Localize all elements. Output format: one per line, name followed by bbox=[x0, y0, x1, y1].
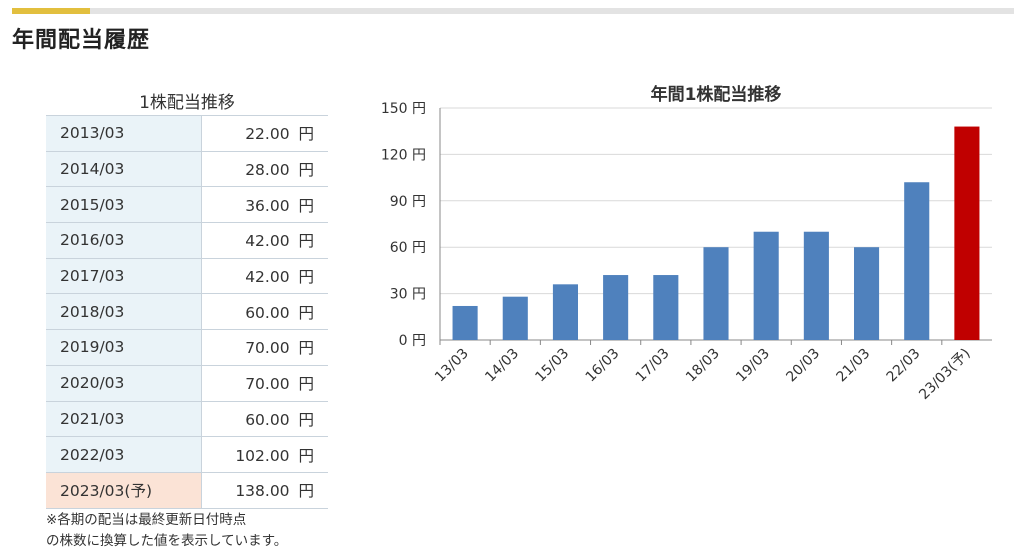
table-row: 2013/03 22.00 円 bbox=[46, 115, 328, 152]
amount-unit: 円 bbox=[293, 375, 314, 394]
y-tick-label: 30 円 bbox=[390, 287, 426, 303]
amount-value: 70.00 bbox=[245, 375, 290, 394]
bar bbox=[703, 247, 729, 340]
amount-unit: 円 bbox=[293, 303, 314, 322]
amount-cell: 70.00 円 bbox=[201, 364, 328, 401]
amount-value: 60.00 bbox=[245, 303, 290, 322]
table-row: 2019/03 70.00 円 bbox=[46, 329, 328, 366]
x-tick-label: 14/03 bbox=[482, 346, 522, 386]
x-tick-label: 16/03 bbox=[583, 346, 623, 386]
period-cell: 2018/03 bbox=[46, 293, 202, 330]
amount-cell: 36.00 円 bbox=[201, 186, 328, 223]
amount-value: 28.00 bbox=[245, 161, 290, 180]
x-tick-label: 17/03 bbox=[633, 346, 673, 386]
x-tick-label: 19/03 bbox=[733, 346, 773, 386]
bar bbox=[552, 284, 578, 340]
table-row: 2016/03 42.00 円 bbox=[46, 222, 328, 259]
amount-value: 22.00 bbox=[245, 125, 290, 144]
amount-cell: 22.00 円 bbox=[201, 115, 328, 152]
amount-value: 102.00 bbox=[235, 446, 290, 465]
amount-cell: 102.00 円 bbox=[201, 436, 328, 473]
bar bbox=[502, 296, 528, 340]
table-row: 2015/03 36.00 円 bbox=[46, 186, 328, 223]
period-cell: 2020/03 bbox=[46, 364, 202, 401]
table-row: 2018/03 60.00 円 bbox=[46, 293, 328, 330]
amount-value: 42.00 bbox=[245, 268, 290, 287]
y-tick-label: 90 円 bbox=[390, 194, 426, 210]
top-bar bbox=[12, 8, 1014, 14]
amount-value: 42.00 bbox=[245, 232, 290, 251]
y-tick-label: 0 円 bbox=[399, 333, 426, 349]
x-tick-label: 22/03 bbox=[884, 346, 924, 386]
amount-cell: 70.00 円 bbox=[201, 329, 328, 366]
bar bbox=[803, 231, 829, 340]
y-tick-label: 60 円 bbox=[390, 240, 426, 256]
amount-unit: 円 bbox=[293, 232, 314, 251]
period-cell: 2016/03 bbox=[46, 222, 202, 259]
table-row: 2023/03(予) 138.00 円 bbox=[46, 471, 328, 509]
amount-value: 70.00 bbox=[245, 339, 290, 358]
amount-value: 36.00 bbox=[245, 196, 290, 215]
bar bbox=[603, 275, 629, 340]
y-tick-label: 150 円 bbox=[381, 101, 426, 117]
table-row: 2017/03 42.00 円 bbox=[46, 257, 328, 294]
period-cell: 2013/03 bbox=[46, 115, 202, 152]
amount-unit: 円 bbox=[293, 446, 314, 465]
table-caption: 1株配当推移 bbox=[139, 93, 235, 113]
amount-unit: 円 bbox=[293, 482, 314, 501]
period-cell: 2019/03 bbox=[46, 329, 202, 366]
dividend-table: 2013/03 22.00 円 2014/03 28.00 円 2015/03 36.00… bbox=[46, 115, 328, 509]
amount-value: 138.00 bbox=[235, 482, 290, 501]
x-tick-label: 23/03(予) bbox=[916, 346, 973, 403]
x-tick-label: 15/03 bbox=[532, 346, 572, 386]
y-tick-label: 120 円 bbox=[381, 147, 426, 163]
amount-unit: 円 bbox=[293, 196, 314, 215]
bar bbox=[452, 305, 478, 340]
x-tick-label: 18/03 bbox=[683, 346, 723, 386]
amount-cell: 138.00 円 bbox=[201, 471, 328, 509]
x-tick-label: 21/03 bbox=[834, 346, 874, 386]
bar bbox=[904, 182, 930, 340]
period-cell: 2015/03 bbox=[46, 186, 202, 223]
amount-cell: 42.00 円 bbox=[201, 222, 328, 259]
amount-value: 60.00 bbox=[245, 410, 290, 429]
amount-unit: 円 bbox=[293, 125, 314, 144]
footnote-line-2: の株数に換算した値を表示しています。 bbox=[46, 533, 288, 549]
amount-unit: 円 bbox=[293, 339, 314, 358]
amount-cell: 60.00 円 bbox=[201, 400, 328, 437]
amount-cell: 28.00 円 bbox=[201, 150, 328, 187]
table-row: 2014/03 28.00 円 bbox=[46, 150, 328, 187]
table-row: 2021/03 60.00 円 bbox=[46, 400, 328, 437]
chart-title: 年間1株配当推移 bbox=[651, 84, 782, 105]
dividend-bar-chart: 年間1株配当推移 0 円 30 円 60 円 90 円 120 円 150 円 13/03 14… bbox=[381, 84, 992, 403]
top-bar-accent bbox=[12, 8, 90, 14]
table-row: 2022/03 102.00 円 bbox=[46, 436, 328, 473]
footnote: ※各期の配当は最終更新日付時点 の株数に換算した値を表示しています。 bbox=[46, 510, 287, 552]
dividend-table-body: 2013/03 22.00 円 2014/03 28.00 円 2015/03 36.00… bbox=[46, 115, 328, 509]
amount-unit: 円 bbox=[293, 161, 314, 180]
x-tick-label: 13/03 bbox=[432, 346, 472, 386]
bar bbox=[753, 231, 779, 340]
period-cell: 2021/03 bbox=[46, 400, 202, 437]
period-cell: 2017/03 bbox=[46, 257, 202, 294]
amount-unit: 円 bbox=[293, 268, 314, 287]
bar bbox=[854, 247, 880, 340]
bar bbox=[653, 275, 679, 340]
footnote-line-1: ※各期の配当は最終更新日付時点 bbox=[46, 512, 247, 528]
forecast-bar bbox=[954, 126, 980, 340]
amount-unit: 円 bbox=[293, 410, 314, 429]
period-cell: 2022/03 bbox=[46, 436, 202, 473]
table-row: 2020/03 70.00 円 bbox=[46, 364, 328, 401]
period-cell: 2014/03 bbox=[46, 150, 202, 187]
period-cell: 2023/03(予) bbox=[46, 471, 202, 509]
page-title: 年間配当履歴 bbox=[12, 28, 151, 53]
amount-cell: 42.00 円 bbox=[201, 257, 328, 294]
x-tick-label: 20/03 bbox=[783, 346, 823, 386]
amount-cell: 60.00 円 bbox=[201, 293, 328, 330]
